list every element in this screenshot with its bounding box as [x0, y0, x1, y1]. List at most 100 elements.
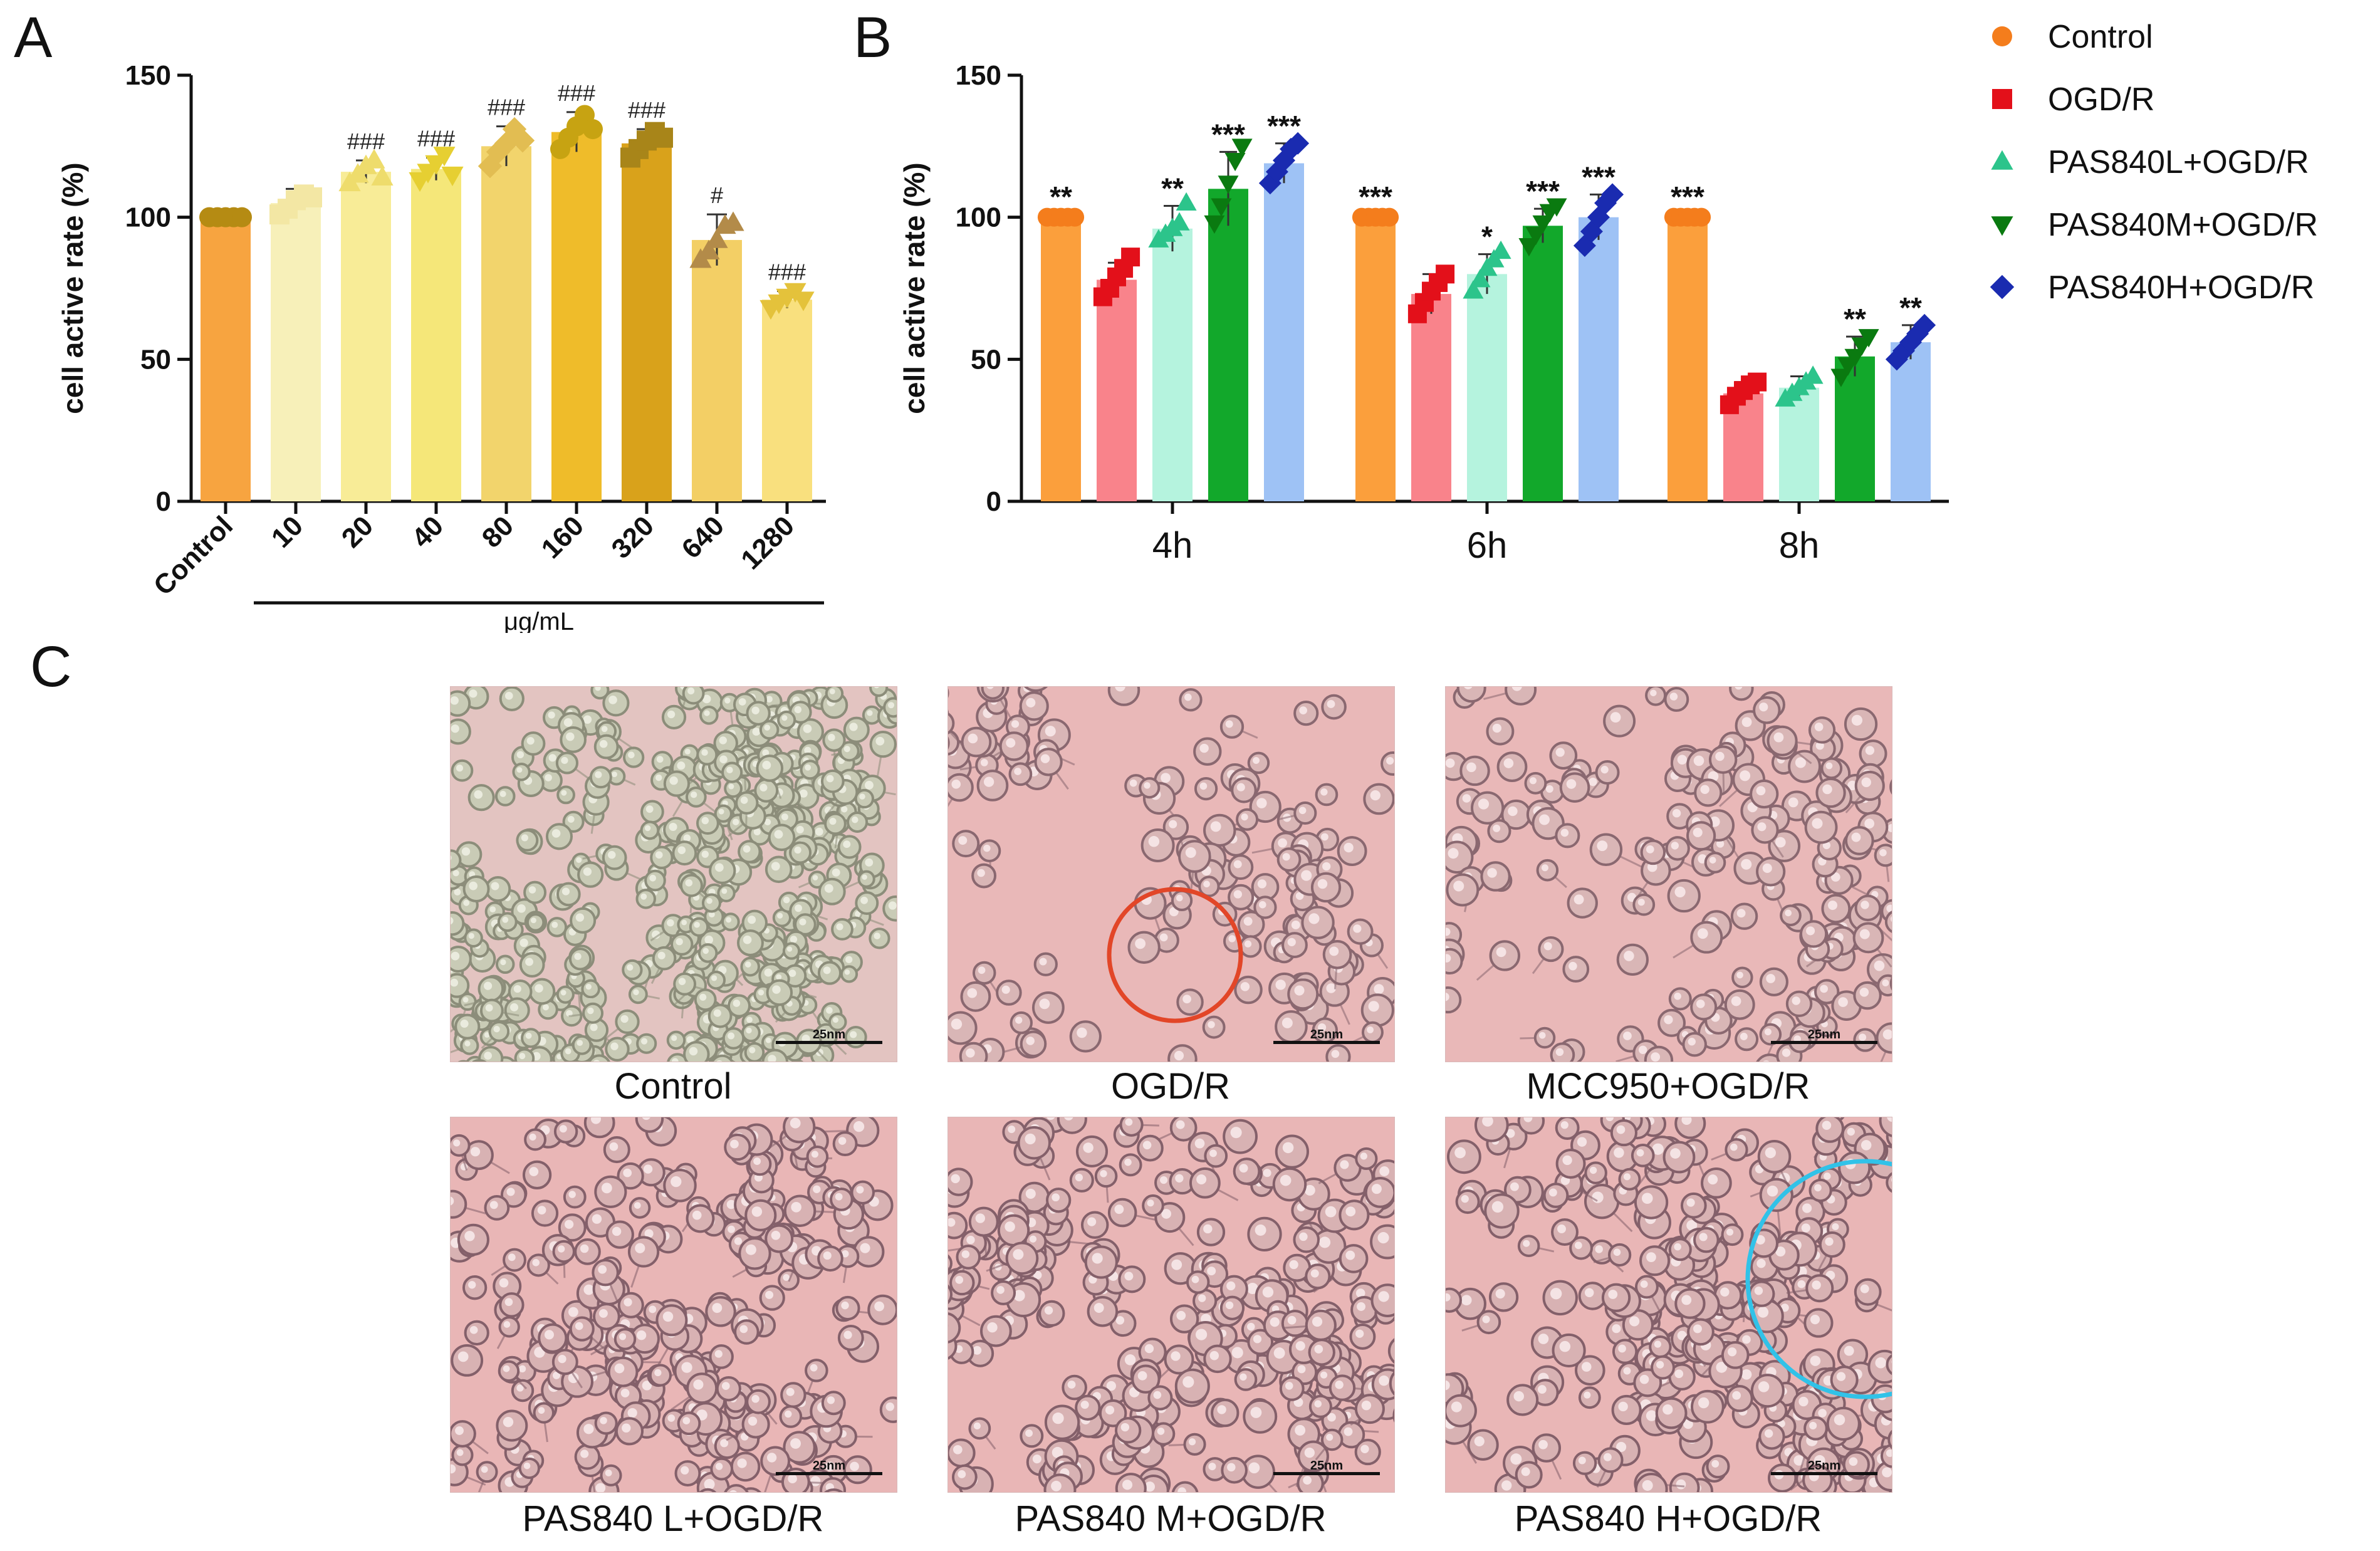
cell-highlight: [644, 825, 651, 832]
cell: [1853, 981, 1882, 1010]
cell-highlight: [732, 818, 739, 825]
cell-highlight: [1176, 894, 1183, 902]
cell: [1682, 1031, 1707, 1057]
data-point: [697, 239, 720, 259]
cell: [636, 1033, 657, 1054]
data-point: [1546, 198, 1567, 217]
cell: [734, 1319, 759, 1345]
cell-highlight: [812, 875, 818, 880]
cell-highlight: [753, 1157, 761, 1165]
cell: [997, 1214, 1030, 1247]
cell: [766, 979, 793, 1006]
cell: [504, 997, 530, 1023]
cell: [666, 1030, 686, 1050]
cell: [1099, 1399, 1127, 1428]
significance-annotation: ***: [1359, 180, 1392, 213]
cell: [1819, 1231, 1845, 1258]
cell-highlight: [519, 1053, 526, 1060]
cell-highlight: [845, 956, 853, 963]
cell-highlight: [521, 834, 528, 842]
cell: [577, 861, 604, 888]
cell-highlight: [655, 851, 663, 859]
cell-highlight: [538, 1407, 545, 1414]
cell: [722, 1027, 745, 1050]
cell-highlight: [980, 759, 988, 766]
cell: [451, 1444, 474, 1466]
cell: [521, 731, 546, 756]
cell-highlight: [503, 1321, 511, 1328]
cell-highlight: [1298, 807, 1307, 815]
cell: [837, 835, 862, 859]
cell: [853, 1236, 885, 1268]
bar: [201, 217, 251, 501]
cell-highlight: [790, 1438, 801, 1449]
cell: [1387, 1338, 1394, 1364]
cell-highlight: [704, 935, 714, 944]
cell: [1645, 687, 1667, 706]
cell-highlight: [1064, 1117, 1073, 1120]
significance-annotation: **: [1844, 303, 1866, 335]
cell-highlight: [1241, 813, 1248, 821]
cell-highlight: [1538, 1334, 1549, 1344]
cell: [679, 874, 703, 897]
cell-highlight: [758, 990, 765, 996]
cell-highlight: [1263, 1169, 1271, 1178]
cell-highlight: [1253, 1335, 1262, 1344]
cell-highlight: [860, 896, 868, 904]
cell-highlight: [525, 958, 533, 966]
cell-highlight: [624, 1298, 632, 1307]
cell-highlight: [560, 990, 566, 996]
cell-highlight: [1321, 833, 1328, 841]
data-point: [1176, 192, 1197, 211]
cell-highlight: [1092, 1253, 1103, 1264]
cell: [1315, 783, 1339, 807]
significance-annotation: ***: [1526, 175, 1560, 207]
cell-highlight: [1083, 1142, 1093, 1153]
cell: [818, 877, 846, 906]
micrograph-pas840-h: [1445, 1117, 1892, 1493]
cell-highlight: [766, 1453, 777, 1463]
cell: [1169, 1117, 1198, 1142]
cell-highlight: [1114, 1204, 1124, 1214]
cell-highlight: [510, 1003, 519, 1011]
cell-highlight: [1446, 1380, 1450, 1391]
cell-highlight: [711, 975, 718, 981]
cell-highlight: [790, 1117, 801, 1129]
cell: [709, 1344, 734, 1369]
cell-highlight: [751, 1395, 759, 1403]
cell-highlight: [1161, 1209, 1172, 1219]
cell-highlight: [1891, 1360, 1892, 1364]
cell: [806, 1146, 829, 1168]
cell-highlight: [765, 1037, 771, 1043]
cell-highlight: [1757, 1307, 1769, 1318]
cell: [1253, 896, 1277, 919]
cell-highlight: [508, 1253, 516, 1261]
cell: [1815, 1117, 1845, 1143]
cell-highlight: [1589, 1166, 1597, 1174]
cell-highlight: [1581, 1362, 1592, 1372]
cell-highlight: [561, 887, 570, 896]
cell-highlight: [765, 1290, 774, 1299]
cell-highlight: [843, 746, 850, 753]
cell-highlight: [1824, 1172, 1831, 1180]
cell-highlight: [1011, 720, 1020, 728]
cell: [1750, 1374, 1785, 1408]
cell: [1655, 1397, 1688, 1429]
cell-highlight: [1589, 777, 1597, 786]
data-point: [653, 127, 673, 148]
cell: [581, 979, 600, 999]
bar: [1097, 279, 1137, 501]
cell-highlight: [1847, 780, 1857, 791]
cell-highlight: [1198, 1294, 1206, 1302]
x-tick-label: 6h: [1467, 525, 1508, 566]
cell-highlight: [719, 736, 727, 744]
cell-highlight: [951, 1174, 960, 1184]
cell-highlight: [1693, 755, 1704, 766]
cell-highlight: [682, 1417, 691, 1424]
significance-annotation: ***: [1211, 118, 1245, 150]
cell: [623, 746, 645, 768]
cell: [1639, 1245, 1671, 1277]
cell-highlight: [948, 1218, 956, 1227]
cell: [1010, 1011, 1033, 1035]
cell-highlight: [739, 1325, 748, 1334]
